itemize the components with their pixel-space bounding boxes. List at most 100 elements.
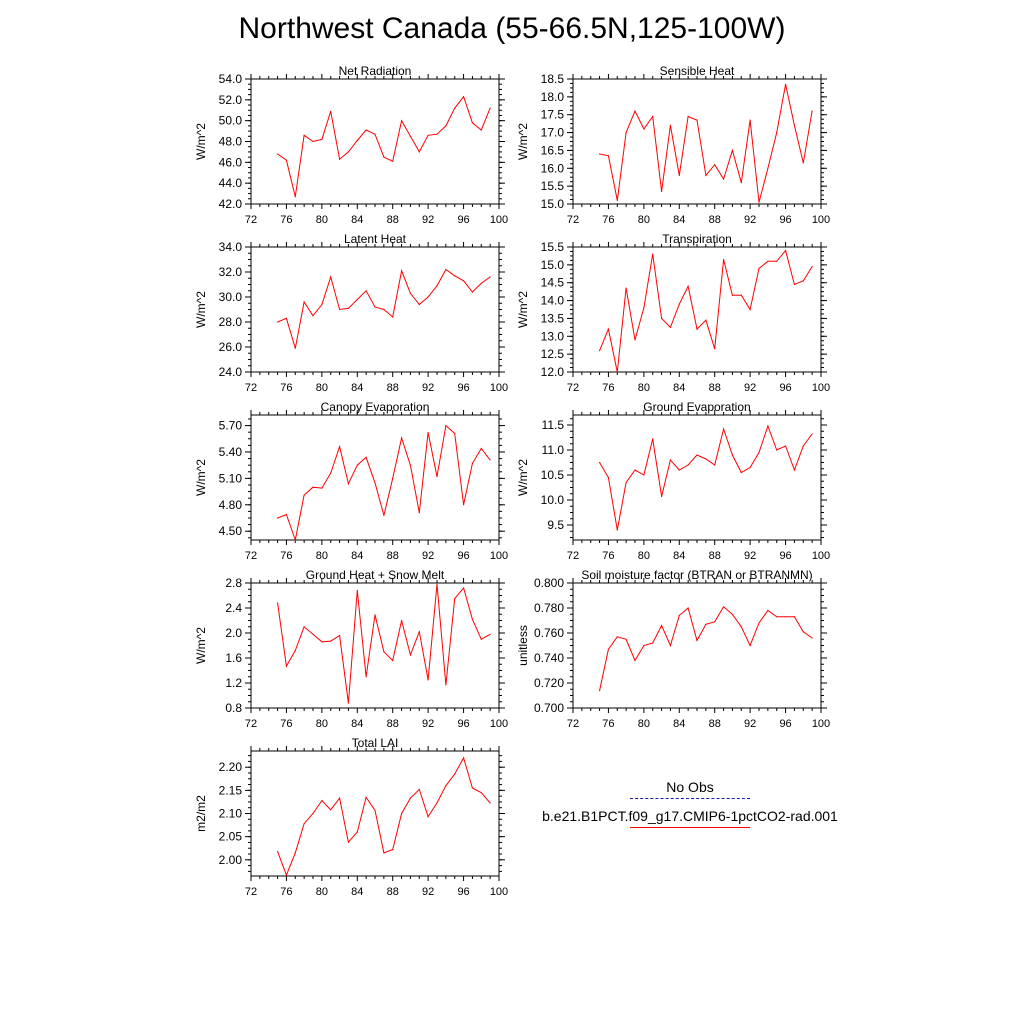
data-point bbox=[409, 464, 411, 466]
panel-title: Canopy Evaporation bbox=[321, 400, 430, 414]
data-point bbox=[811, 637, 813, 639]
data-point bbox=[705, 623, 707, 625]
data-point bbox=[749, 119, 751, 121]
data-point bbox=[339, 158, 341, 160]
y-tick-label: 52.0 bbox=[219, 93, 243, 107]
y-tick-label: 44.0 bbox=[219, 176, 243, 190]
data-point bbox=[793, 616, 796, 618]
data-point bbox=[365, 129, 367, 131]
x-tick-label: 80 bbox=[638, 550, 650, 562]
data-point bbox=[418, 788, 420, 791]
panel-9: Total LAI m2/m2 72 76 80 84 88 92 96 100 2.00 2.05 2… bbox=[194, 736, 508, 898]
panel-2: Sensible Heat W/m^2 72 76 80 84 88 92 96 100 15.0 1… bbox=[516, 64, 830, 226]
data-point bbox=[383, 514, 385, 517]
x-tick-label: 88 bbox=[387, 382, 399, 394]
x-tick-label: 88 bbox=[709, 550, 721, 562]
data-point bbox=[767, 425, 769, 427]
x-tick-label: 88 bbox=[709, 214, 721, 226]
data-point bbox=[312, 812, 314, 815]
x-tick-label: 80 bbox=[638, 382, 650, 394]
data-point bbox=[374, 614, 376, 616]
y-tick-label: 10.5 bbox=[541, 468, 565, 482]
data-point bbox=[427, 816, 429, 818]
data-point bbox=[383, 852, 385, 854]
data-point bbox=[758, 267, 760, 269]
data-point bbox=[776, 260, 778, 262]
data-point bbox=[312, 633, 314, 635]
x-tick-label: 72 bbox=[567, 214, 579, 226]
y-tick-label: 13.5 bbox=[541, 311, 565, 325]
data-point bbox=[740, 626, 742, 628]
panel-title: Soil moisture factor (BTRAN or BTRANMN) bbox=[581, 568, 812, 582]
x-tick-label: 88 bbox=[387, 550, 399, 562]
data-point bbox=[454, 773, 456, 775]
data-point bbox=[294, 196, 296, 198]
x-tick-label: 96 bbox=[779, 382, 791, 394]
x-tick-label: 88 bbox=[709, 718, 721, 730]
x-tick-label: 80 bbox=[316, 550, 328, 562]
data-point bbox=[392, 160, 394, 162]
data-point bbox=[436, 133, 438, 135]
y-axis-label: unitless bbox=[516, 625, 530, 666]
data-point bbox=[480, 638, 482, 640]
data-point bbox=[436, 285, 438, 287]
data-point bbox=[347, 483, 349, 485]
data-point bbox=[312, 486, 314, 488]
data-point bbox=[445, 684, 447, 686]
data-point bbox=[418, 631, 420, 633]
data-point bbox=[678, 469, 680, 471]
data-point bbox=[392, 849, 394, 851]
data-point bbox=[489, 633, 491, 635]
y-tick-label: 0.780 bbox=[534, 601, 564, 615]
y-tick-label: 5.10 bbox=[219, 471, 243, 485]
x-tick-label: 92 bbox=[744, 718, 756, 730]
data-point bbox=[374, 482, 376, 484]
data-point bbox=[392, 477, 394, 479]
data-point bbox=[330, 276, 332, 278]
figure-title: Northwest Canada (55-66.5N,125-100W) bbox=[238, 12, 786, 45]
y-tick-label: 9.5 bbox=[547, 518, 564, 532]
data-point bbox=[303, 823, 305, 825]
data-point bbox=[599, 350, 601, 352]
y-tick-label: 15.5 bbox=[541, 240, 565, 254]
data-point bbox=[383, 651, 385, 653]
x-tick-label: 100 bbox=[490, 550, 508, 562]
y-tick-label: 2.00 bbox=[219, 853, 243, 867]
data-point bbox=[330, 472, 332, 474]
data-point bbox=[625, 132, 627, 134]
x-tick-label: 100 bbox=[490, 718, 508, 730]
data-point bbox=[740, 294, 742, 296]
data-point bbox=[339, 308, 341, 311]
data-point bbox=[634, 659, 636, 662]
data-point bbox=[705, 458, 707, 460]
x-tick-label: 100 bbox=[490, 886, 508, 898]
data-point bbox=[749, 466, 751, 469]
data-point bbox=[652, 115, 654, 118]
data-point bbox=[652, 253, 654, 255]
data-point bbox=[785, 83, 787, 85]
data-point bbox=[374, 306, 376, 308]
data-point bbox=[294, 852, 296, 854]
data-point bbox=[321, 487, 323, 489]
data-point bbox=[392, 659, 394, 662]
y-tick-label: 18.5 bbox=[541, 72, 565, 86]
data-point bbox=[471, 291, 473, 293]
x-tick-label: 72 bbox=[567, 550, 579, 562]
x-tick-label: 76 bbox=[280, 550, 292, 562]
y-tick-label: 42.0 bbox=[219, 197, 243, 211]
data-point bbox=[669, 644, 672, 647]
y-tick-label: 34.0 bbox=[219, 240, 243, 254]
x-tick-label: 80 bbox=[316, 382, 328, 394]
y-tick-label: 0.8 bbox=[225, 701, 242, 715]
data-point bbox=[409, 654, 411, 656]
y-tick-label: 46.0 bbox=[219, 155, 243, 169]
x-tick-label: 96 bbox=[457, 382, 469, 394]
data-point bbox=[374, 809, 376, 811]
data-point bbox=[669, 459, 672, 461]
x-tick-label: 96 bbox=[779, 214, 791, 226]
data-point bbox=[445, 425, 447, 427]
x-tick-label: 88 bbox=[387, 214, 399, 226]
data-point bbox=[339, 797, 341, 799]
x-tick-label: 84 bbox=[351, 718, 363, 730]
